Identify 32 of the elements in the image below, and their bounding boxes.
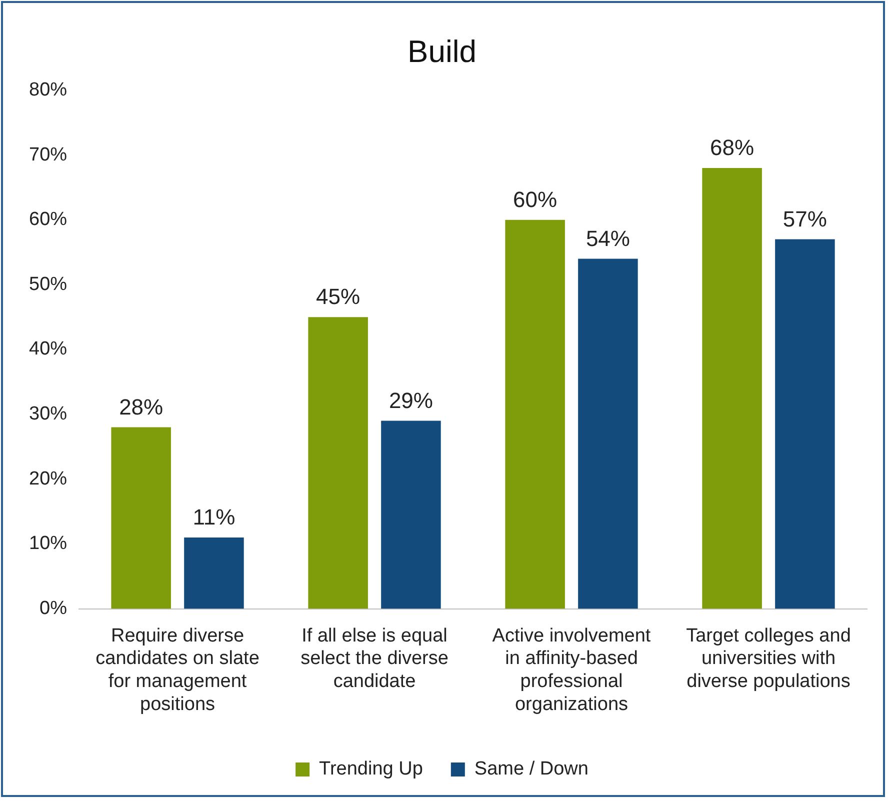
legend-label: Same / Down: [474, 758, 588, 780]
data-label: 68%: [710, 135, 754, 160]
y-tick-label: 50%: [28, 274, 68, 295]
bar: [308, 317, 368, 609]
x-tick-label: Target colleges and universities with diverse populations: [686, 625, 851, 692]
chart-title: Build: [408, 34, 476, 70]
y-tick-label: 70%: [28, 144, 68, 166]
data-label: 28%: [119, 394, 164, 420]
bar: [702, 168, 762, 609]
bar: [578, 258, 638, 609]
x-tick-label: If all else is equal select the diverse candidate: [300, 625, 448, 692]
y-tick-label: 60%: [28, 209, 68, 230]
y-tick-label: 40%: [28, 338, 68, 360]
data-label: 29%: [388, 388, 433, 413]
data-label: 11%: [192, 504, 236, 530]
bar: [505, 220, 565, 609]
legend-label: Trending Up: [319, 758, 423, 780]
data-label: 60%: [513, 186, 558, 212]
bar: [111, 427, 171, 609]
data-label: 57%: [782, 206, 827, 232]
y-tick-label: 20%: [28, 468, 68, 490]
data-label: 45%: [316, 284, 360, 310]
bar: [775, 239, 835, 609]
x-tick-label: Require diverse candidates on slate for management positions: [96, 625, 260, 715]
y-tick-label: 10%: [28, 533, 68, 554]
y-tick-label: 0%: [40, 598, 68, 620]
bar: [381, 420, 441, 609]
y-tick-label: 30%: [28, 404, 68, 425]
x-tick-label: Active involvement in affinity-based professional organizations: [492, 625, 652, 715]
data-label: 54%: [586, 226, 630, 251]
y-tick-label: 80%: [28, 79, 68, 100]
bar: [184, 537, 244, 609]
